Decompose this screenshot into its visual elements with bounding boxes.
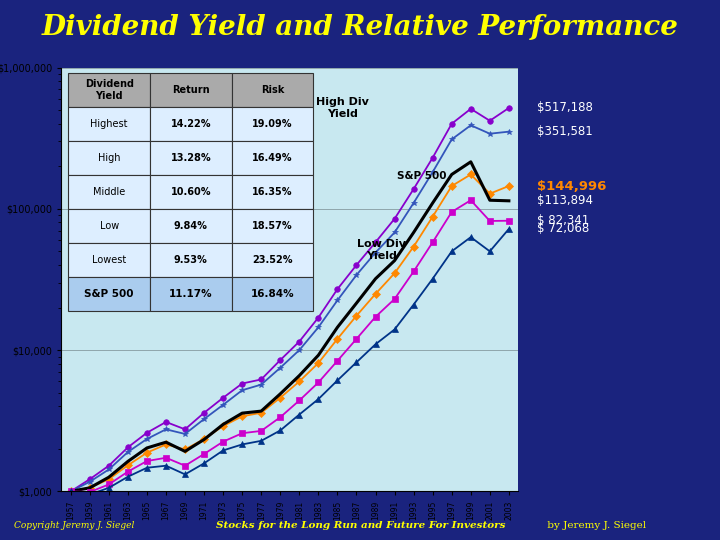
Text: Dividend Yield and Relative Performance: Dividend Yield and Relative Performance — [42, 15, 678, 42]
Text: $144,996: $144,996 — [537, 179, 607, 192]
Text: S&P 500: S&P 500 — [397, 171, 446, 180]
Text: Stocks for the Long Run and Future For Investors: Stocks for the Long Run and Future For I… — [216, 521, 505, 530]
Text: $ 82,341: $ 82,341 — [537, 214, 590, 227]
Text: High Div
Yield: High Div Yield — [316, 97, 369, 119]
Text: Low Div
Yield: Low Div Yield — [356, 239, 406, 261]
Text: $113,894: $113,894 — [537, 194, 593, 207]
Text: $517,188: $517,188 — [537, 102, 593, 114]
Text: Copyright Jeremy J. Siegel: Copyright Jeremy J. Siegel — [14, 521, 135, 530]
Text: by Jeremy J. Siegel: by Jeremy J. Siegel — [544, 521, 647, 530]
Text: $ 72,068: $ 72,068 — [537, 222, 590, 235]
Text: $351,581: $351,581 — [537, 125, 593, 138]
